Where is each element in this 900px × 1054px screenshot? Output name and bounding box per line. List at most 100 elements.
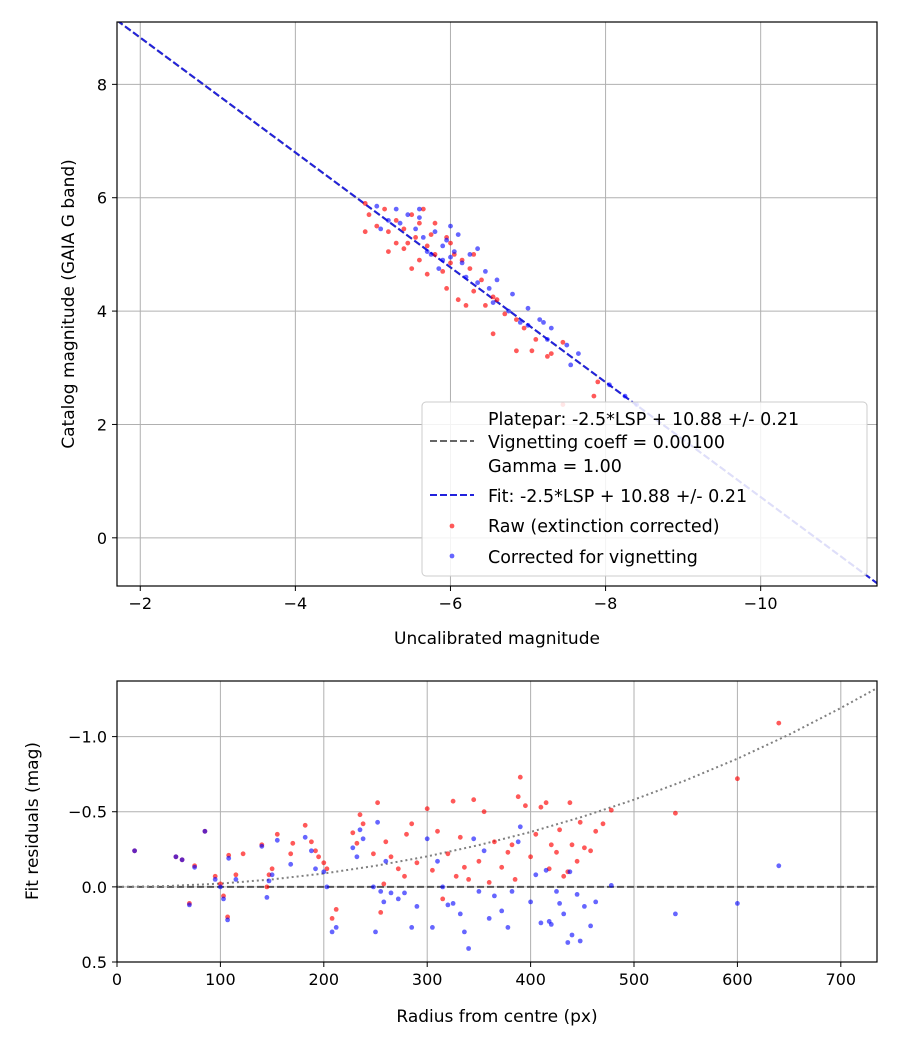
data-point	[264, 895, 270, 900]
legend: Platepar: -2.5*LSP + 10.88 +/- 0.21 Vign…	[421, 401, 868, 577]
data-point	[554, 889, 559, 894]
legend-corrected-marker	[449, 553, 455, 559]
data-point	[622, 393, 628, 399]
data-point	[430, 925, 435, 930]
x-tick-label: −2	[128, 594, 152, 613]
data-point	[567, 800, 573, 806]
data-point	[409, 266, 415, 271]
data-point	[424, 806, 430, 812]
data-point	[440, 884, 446, 890]
data-point	[371, 884, 376, 890]
data-point	[466, 877, 471, 882]
data-point	[179, 857, 185, 863]
magnitude-fit-panel: −2 −4 −6 −8 −10 0 2 4 6 8 Uncalibrated magnitude…	[59, 21, 878, 649]
data-point	[202, 828, 208, 834]
data-point	[233, 872, 239, 878]
data-point	[509, 889, 515, 894]
data-point	[564, 342, 570, 348]
data-point	[574, 858, 580, 864]
residuals-panel: 0 100 200 300 400 500 600 700 0.5 0.0 −0.5 −1.0 Ra…	[23, 680, 878, 1027]
data-point	[409, 821, 415, 827]
data-point	[455, 232, 461, 238]
data-point	[329, 929, 335, 935]
data-point	[538, 804, 544, 810]
data-point	[455, 297, 461, 303]
data-point	[269, 866, 275, 872]
data-point	[673, 911, 678, 917]
data-point	[302, 834, 308, 840]
data-point	[538, 920, 544, 926]
x-tick-label: −10	[744, 594, 778, 613]
data-point	[486, 916, 492, 921]
data-point	[386, 218, 391, 223]
x-tick-label: 600	[722, 970, 753, 989]
data-point	[537, 317, 543, 322]
raw-series	[132, 720, 782, 921]
data-point	[515, 839, 521, 845]
data-point	[395, 896, 401, 902]
data-point	[383, 858, 389, 864]
x-tick-label: 300	[412, 970, 443, 989]
data-point	[432, 220, 438, 226]
data-point	[735, 776, 740, 782]
data-point	[567, 869, 573, 875]
data-point	[288, 861, 294, 867]
data-point	[448, 260, 453, 266]
data-point	[521, 325, 527, 331]
data-point	[506, 308, 511, 314]
data-point	[505, 925, 511, 930]
bottom-axes-frame	[116, 680, 878, 963]
y-tick-label: 0	[97, 529, 107, 548]
data-point	[264, 884, 270, 890]
data-point	[568, 362, 574, 368]
top-x-ticks: −2 −4 −6 −8 −10	[128, 586, 778, 613]
data-point	[548, 351, 554, 356]
top-y-ticks: 0 2 4 6 8	[97, 75, 117, 548]
data-point	[226, 855, 232, 861]
data-point	[545, 354, 550, 359]
data-point	[404, 831, 409, 837]
data-point	[595, 379, 601, 385]
data-point	[274, 831, 280, 837]
data-point	[381, 899, 387, 905]
data-point	[362, 229, 368, 235]
data-point	[424, 271, 430, 277]
y-tick-label: 6	[97, 189, 107, 208]
data-point	[463, 274, 469, 280]
data-point	[494, 297, 500, 303]
data-point	[517, 774, 523, 780]
data-point	[409, 212, 415, 218]
data-point	[471, 836, 477, 842]
data-point	[467, 266, 473, 271]
data-point	[560, 339, 566, 345]
legend-gamma-label: Gamma = 1.00	[488, 457, 622, 477]
data-point	[324, 866, 330, 872]
data-point	[502, 311, 508, 317]
data-point	[525, 305, 531, 311]
data-point	[393, 218, 399, 223]
data-point	[467, 252, 473, 257]
data-point	[445, 851, 451, 857]
data-point	[600, 821, 606, 827]
data-point	[483, 303, 488, 308]
data-point	[386, 249, 391, 255]
data-point	[436, 266, 442, 271]
corrected-series	[374, 203, 639, 407]
data-point	[523, 803, 528, 809]
data-point	[533, 337, 539, 342]
data-point	[302, 822, 308, 828]
raw-series	[362, 201, 601, 407]
data-point	[432, 252, 438, 257]
data-point	[435, 858, 440, 864]
data-point	[350, 830, 356, 836]
data-point	[435, 828, 440, 834]
data-point	[187, 902, 192, 908]
data-point	[591, 393, 597, 399]
data-point	[354, 840, 360, 846]
data-point	[517, 320, 523, 325]
top-axes-frame	[116, 21, 878, 587]
data-point	[430, 867, 435, 873]
data-point	[448, 254, 453, 260]
data-point	[366, 212, 372, 218]
data-point	[471, 252, 477, 257]
